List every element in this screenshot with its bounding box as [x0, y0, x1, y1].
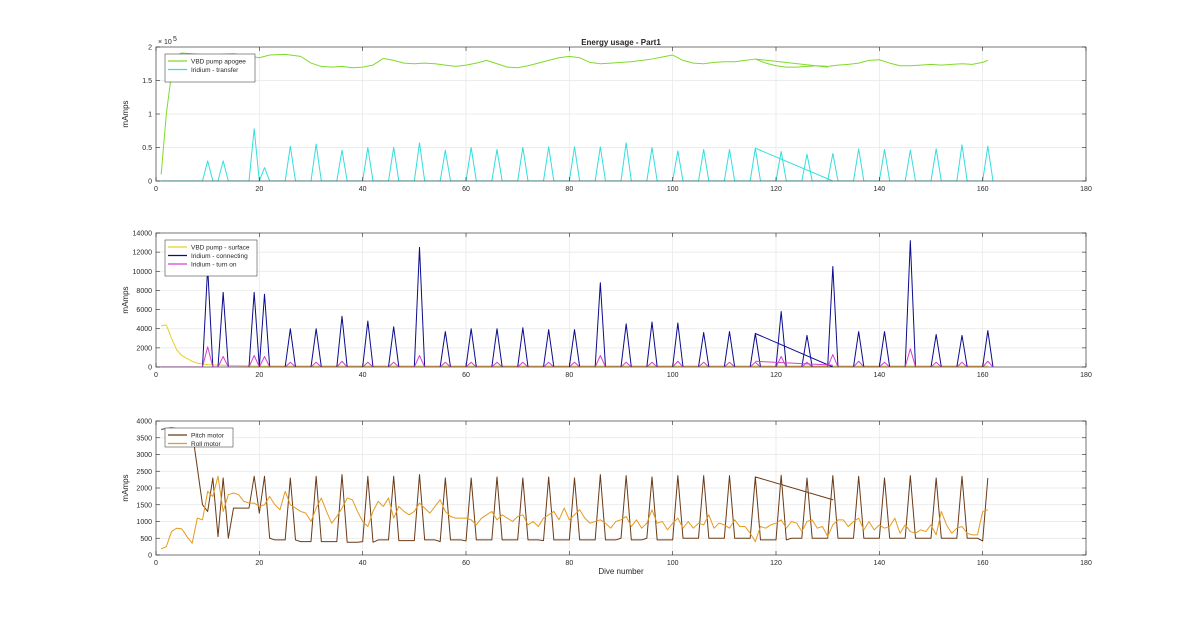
plot-lines — [160, 427, 989, 550]
x-tick-label: 140 — [873, 186, 885, 193]
y-tick-label: 0.5 — [142, 145, 152, 152]
legend: VBD pump - surface Iridium - connectingIr… — [164, 239, 258, 277]
axes-vbd-surface-iridium: 0 20 40 60 80 100 120 140 160 180 0 2000 4000 6000 800… — [121, 231, 1092, 380]
y-axis-label: mAmps — [121, 100, 130, 127]
y-axis-label: mAmps — [121, 286, 130, 313]
axes-frame — [155, 232, 1087, 368]
y-tick-label: 1 — [148, 112, 152, 119]
legend-entry-pitch-motor: Pitch motor — [191, 432, 225, 439]
x-tick-label: 100 — [667, 560, 679, 567]
x-tick-label: 20 — [255, 186, 263, 193]
legend-entry-vbd-pump-surface: VBD pump - surface — [191, 244, 250, 251]
x-tick-label: 60 — [462, 560, 470, 567]
x-tick-label: 80 — [565, 560, 573, 567]
x-tick-label: 0 — [154, 560, 158, 567]
y-tick-label: 10000 — [133, 269, 153, 276]
series-line-iridium-turn-on — [161, 346, 994, 367]
y-tick-label: 1.5 — [142, 78, 152, 85]
legend-entry-iridium-transfer: Iridium - transfer — [191, 67, 239, 74]
legend: Pitch motor Roll motor — [164, 427, 234, 448]
x-tick-label: 20 — [255, 372, 263, 379]
x-tick-label: 160 — [977, 186, 989, 193]
legend-entry-roll-motor: Roll motor — [191, 441, 221, 448]
x-tick-label: 100 — [667, 186, 679, 193]
x-tick-label: 0 — [154, 372, 158, 379]
plot-lines — [160, 52, 994, 181]
y-tick-label: 2000 — [136, 486, 152, 493]
y-exponent-label: × 10 — [158, 39, 172, 46]
y-tick-label: 14000 — [133, 231, 153, 238]
x-tick-label: 160 — [977, 372, 989, 379]
y-tick-label: 500 — [140, 536, 152, 543]
x-tick-label: 20 — [255, 560, 263, 567]
x-tick-label: 40 — [359, 372, 367, 379]
series-line-vbd-pump-surface — [161, 324, 988, 367]
y-axis-label: mAmps — [121, 474, 130, 501]
x-tick-label: 80 — [565, 186, 573, 193]
plot-lines — [161, 240, 994, 367]
series-line-iridium-connecting — [161, 240, 994, 367]
y-tick-label: 0 — [148, 179, 152, 186]
x-tick-label: 180 — [1080, 186, 1092, 193]
x-tick-label: 100 — [667, 372, 679, 379]
x-tick-label: 120 — [770, 372, 782, 379]
y-tick-label: 0 — [148, 553, 152, 560]
y-tick-label: 6000 — [136, 307, 152, 314]
plot-area — [156, 233, 1086, 367]
x-tick-label: 160 — [977, 560, 989, 567]
x-tick-label: 120 — [770, 186, 782, 193]
legend-entry-vbd-pump-apogee: VBD pump apogee — [191, 58, 246, 65]
series-segment-iridium-transfer — [755, 147, 834, 181]
y-tick-label: 3500 — [136, 435, 152, 442]
y-tick-label: 1500 — [136, 502, 152, 509]
series-segment-iridium-turn-on — [755, 360, 833, 366]
series-line-roll-motor — [160, 475, 988, 550]
series-line-iridium-transfer — [161, 128, 994, 181]
x-tick-label: 40 — [359, 186, 367, 193]
x-axis-label: Dive number — [598, 567, 644, 576]
y-tick-label: 1000 — [136, 519, 152, 526]
legend-box — [164, 239, 258, 277]
y-tick-label: 3000 — [136, 452, 152, 459]
y-exponent-power: 5 — [173, 36, 177, 43]
y-tick-label: 2 — [148, 45, 152, 52]
y-tick-label: 2500 — [136, 469, 152, 476]
legend-entry-iridium-turn-on: Iridium - turn on — [191, 261, 237, 268]
series-segment-iridium-connecting — [755, 333, 834, 367]
y-tick-label: 8000 — [136, 288, 152, 295]
x-tick-label: 120 — [770, 560, 782, 567]
y-tick-label: 4000 — [136, 326, 152, 333]
x-tick-label: 180 — [1080, 372, 1092, 379]
x-tick-label: 140 — [873, 560, 885, 567]
series-line-vbd-pump-apogee — [160, 52, 989, 175]
axes-vbd-iridium-transfer: 0 20 40 60 80 100 120 140 160 180 0 0.5 1 1.5 2 × 10 5 mA… — [121, 36, 1092, 193]
x-tick-label: 140 — [873, 372, 885, 379]
x-tick-label: 40 — [359, 560, 367, 567]
legend-box — [164, 53, 256, 83]
x-tick-label: 60 — [462, 186, 470, 193]
y-tick-label: 0 — [148, 365, 152, 372]
series-line-pitch-motor — [161, 427, 989, 543]
legend-box — [164, 427, 234, 448]
y-tick-label: 12000 — [133, 250, 153, 257]
legend: VBD pump apogee Iridium - transfer — [164, 53, 256, 83]
y-tick-label: 2000 — [136, 345, 152, 352]
x-tick-label: 0 — [154, 186, 158, 193]
x-tick-label: 60 — [462, 372, 470, 379]
figure-title: Energy usage - Part1 — [581, 38, 661, 47]
y-tick-label: 4000 — [136, 419, 152, 426]
x-tick-label: 80 — [565, 372, 573, 379]
x-tick-label: 180 — [1080, 560, 1092, 567]
legend-entry-iridium-connecting: Iridium - connecting — [191, 253, 248, 260]
axes-motors: 0 20 40 60 80 100 120 140 160 180 0 500 1000 1500 2000… — [121, 419, 1092, 568]
